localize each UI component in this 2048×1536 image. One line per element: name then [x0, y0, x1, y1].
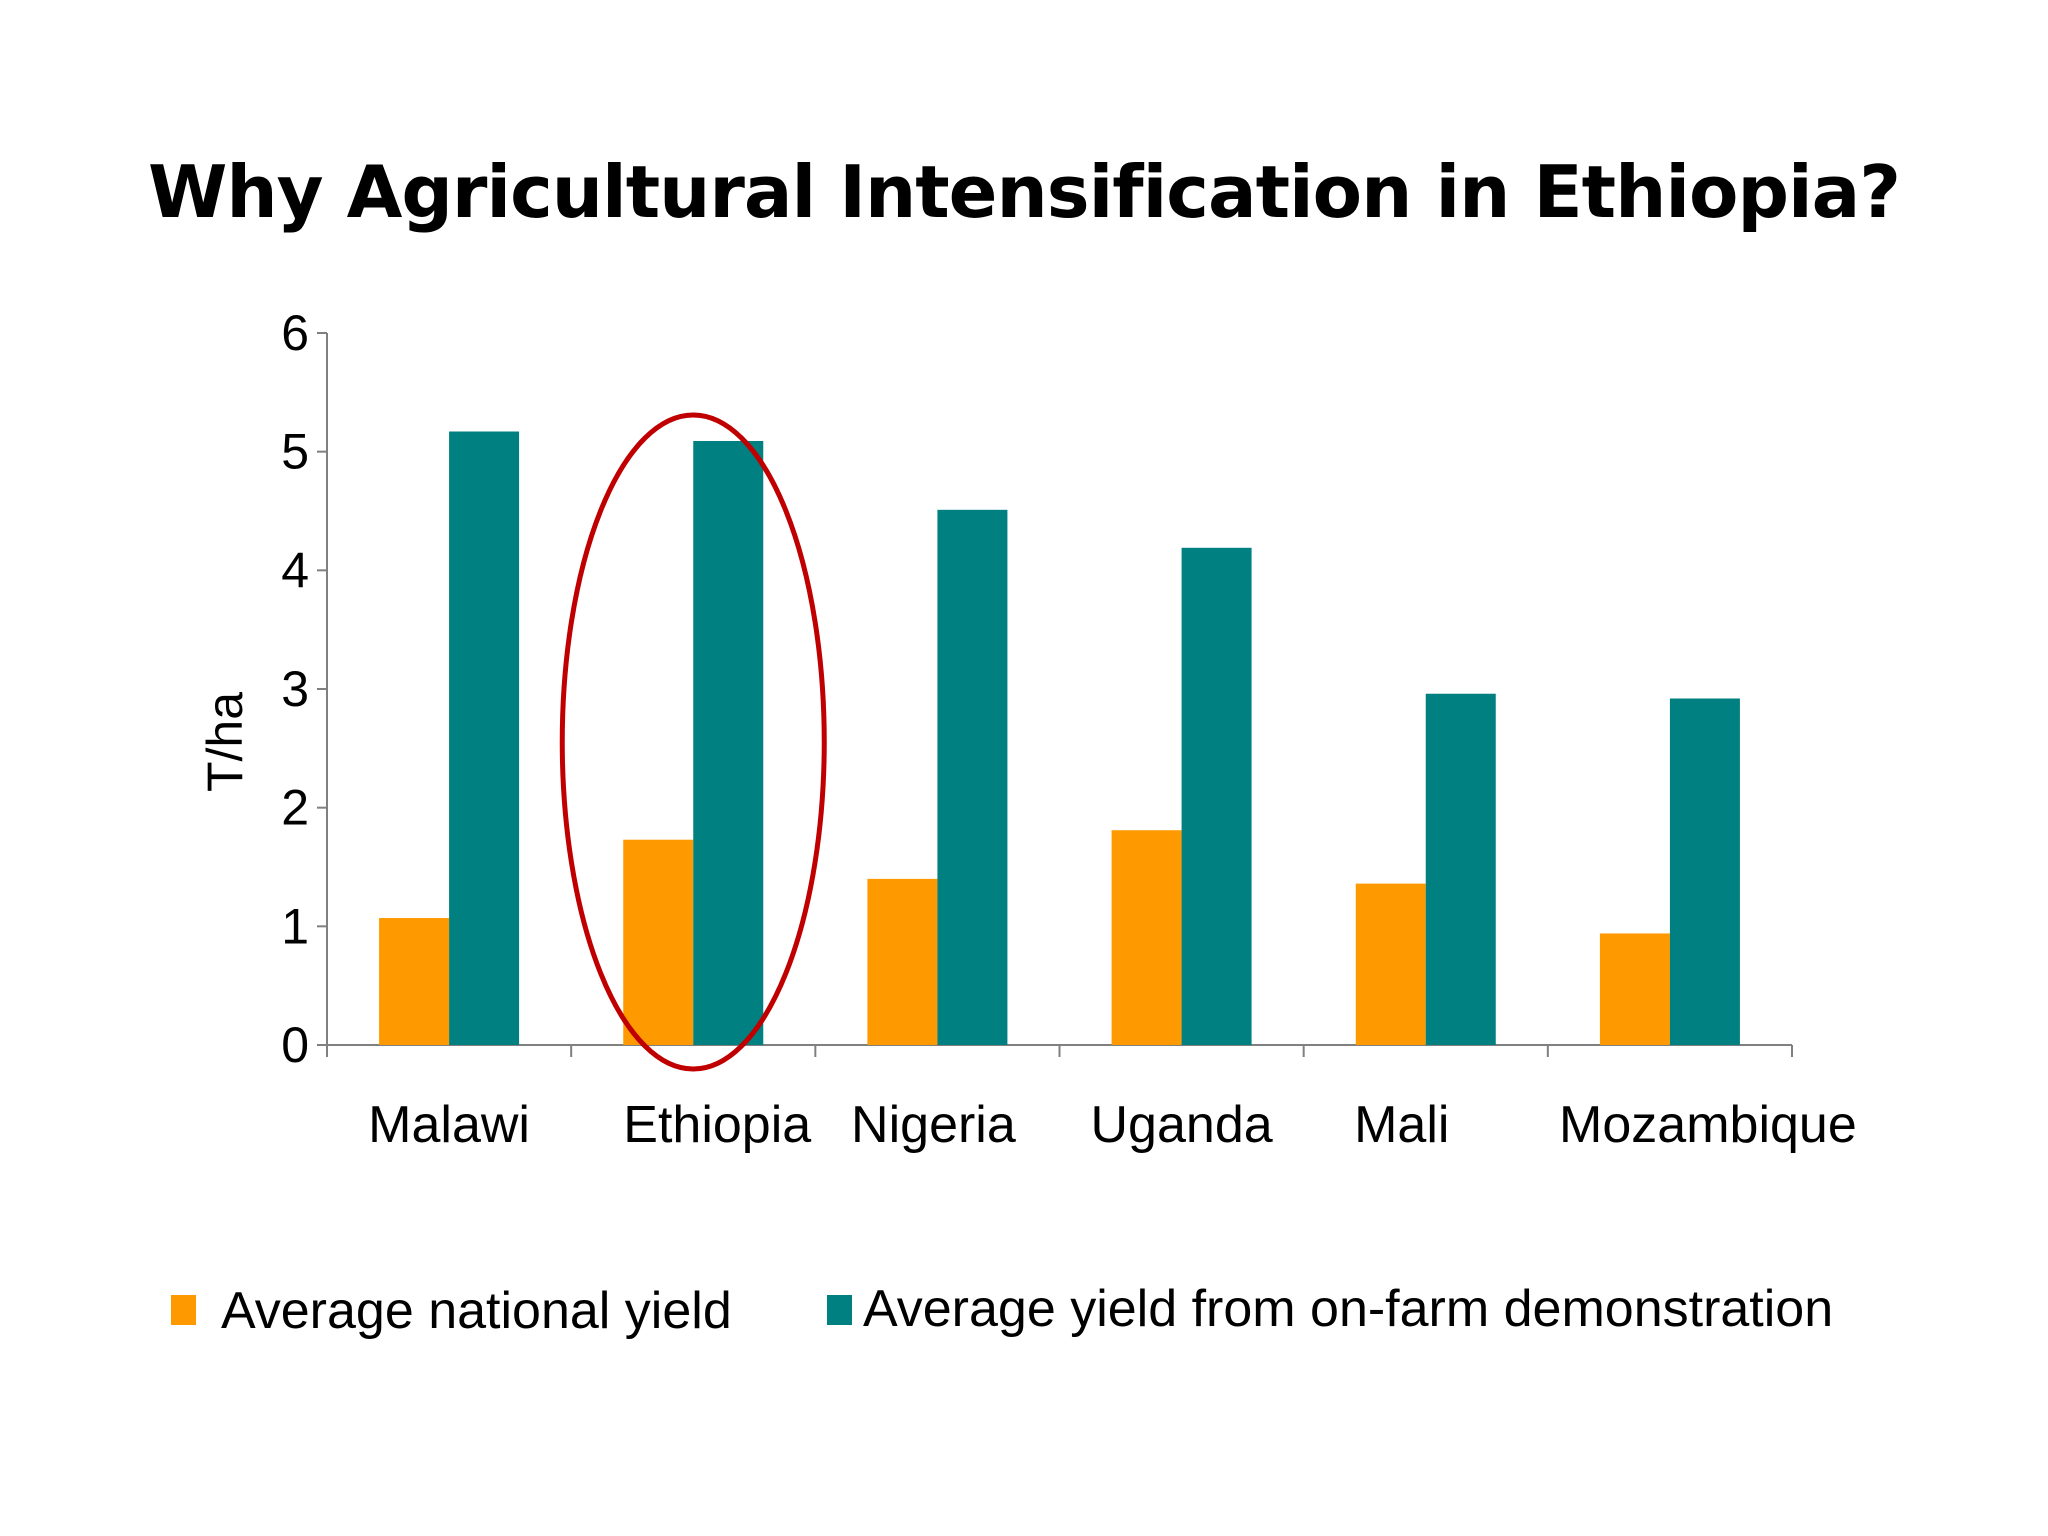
category-label-mozambique: Mozambique: [1559, 1096, 1857, 1154]
bar-national-malawi: [379, 918, 450, 1045]
highlight: [559, 412, 827, 1072]
bar-national-ethiopia: [623, 839, 694, 1045]
y-tick-label: 3: [281, 661, 309, 717]
bar-national-nigeria: [867, 878, 938, 1045]
bars: [379, 431, 1740, 1045]
bar-national-mali: [1355, 883, 1426, 1045]
legend-label-demonstration: Average yield from on-farm demonstration: [863, 1280, 1833, 1338]
category-label-malawi: Malawi: [368, 1096, 530, 1154]
bar-demonstration-nigeria: [937, 509, 1008, 1045]
category-label-ethiopia: Ethiopia: [623, 1096, 811, 1154]
bar-national-uganda: [1111, 830, 1182, 1045]
bar-demonstration-ethiopia: [693, 440, 764, 1045]
y-tick-label: 1: [281, 898, 309, 954]
bar-demonstration-mozambique: [1669, 698, 1740, 1045]
legend: Average national yield Average yield from…: [171, 1280, 1833, 1340]
x-axis: [326, 1044, 1793, 1057]
bar-national-mozambique: [1599, 933, 1670, 1045]
legend-swatch-demonstration: [827, 1295, 852, 1325]
highlight-ellipse: [559, 412, 827, 1072]
y-axis: 0 1 2 3 4 5 6: [281, 305, 328, 1073]
y-tick-label: 2: [281, 780, 309, 836]
category-label-mali: Mali: [1354, 1096, 1449, 1154]
bar-demonstration-uganda: [1181, 547, 1252, 1045]
y-axis-label: T/ha: [197, 692, 253, 792]
bar-demonstration-mali: [1425, 693, 1496, 1045]
category-label-nigeria: Nigeria: [851, 1096, 1016, 1154]
legend-label-national: Average national yield: [221, 1282, 732, 1340]
legend-swatch-national: [171, 1295, 196, 1325]
y-tick-label: 6: [281, 305, 309, 361]
category-label-uganda: Uganda: [1091, 1096, 1273, 1154]
y-tick-label: 4: [281, 542, 309, 598]
bar-demonstration-malawi: [449, 431, 520, 1045]
slide-title: Why Agricultural Intensification in Ethi…: [147, 150, 1901, 234]
y-tick-label: 5: [281, 424, 309, 480]
category-labels: Malawi Ethiopia Nigeria Uganda Mali Mozambiqu…: [368, 1096, 1857, 1154]
y-tick-label: 0: [281, 1017, 309, 1073]
